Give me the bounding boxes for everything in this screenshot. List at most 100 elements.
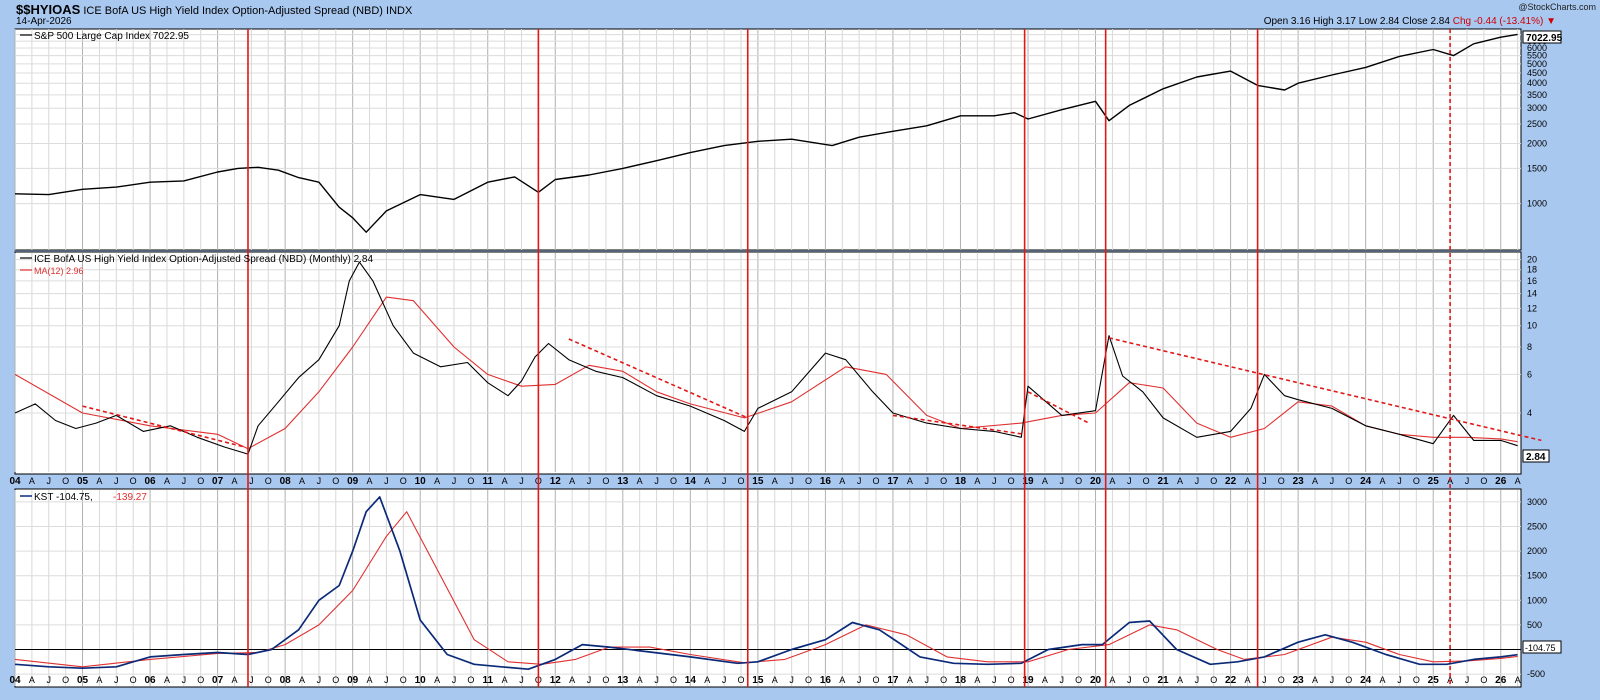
- y-tick-label: 20: [1527, 255, 1537, 265]
- x-tick-label: 22: [1225, 675, 1237, 686]
- x-tick-label: J: [1465, 675, 1470, 685]
- x-tick-label: J: [1127, 476, 1132, 486]
- x-tick-label: A: [907, 476, 913, 486]
- x-tick-label: J: [452, 476, 457, 486]
- x-tick-label: O: [1143, 675, 1150, 685]
- x-tick-label: A: [231, 476, 237, 486]
- ma-label: MA(12) 2.96: [34, 266, 84, 276]
- spx-last-box: [1522, 30, 1562, 44]
- x-tick-label: J: [1465, 476, 1470, 486]
- x-tick-label: A: [637, 476, 643, 486]
- x-tick-label: 11: [482, 675, 493, 686]
- y-tick-label: 2000: [1527, 138, 1547, 148]
- kst-last-value: -104.75: [1525, 643, 1556, 653]
- x-tick-label: 08: [280, 675, 292, 686]
- x-tick-label: J: [587, 476, 592, 486]
- ohlc-values: Open 3.16 High 3.17 Low 2.84 Close 2.84: [1263, 16, 1450, 27]
- axes: 0404AAJJOO0505AAJJOO0606AAJJOO0707AAJJOO…: [9, 30, 1547, 686]
- x-tick-label: J: [1127, 675, 1132, 685]
- y-tick-label: 1000: [1527, 595, 1547, 605]
- x-tick-label: A: [1042, 476, 1048, 486]
- x-tick-label: 13: [617, 476, 629, 487]
- x-tick-label: O: [1480, 675, 1487, 685]
- x-tick-label: A: [164, 675, 170, 685]
- x-tick-label: J: [789, 476, 794, 486]
- x-tick-label: J: [317, 675, 322, 685]
- x-tick-label: J: [249, 675, 254, 685]
- x-tick-label: 14: [685, 675, 697, 686]
- x-tick-label: 26: [1495, 675, 1507, 686]
- x-tick-label: 12: [550, 675, 562, 686]
- x-tick-label: A: [569, 675, 575, 685]
- x-tick-label: O: [737, 675, 744, 685]
- x-tick-label: 20: [1090, 476, 1102, 487]
- x-tick-label: 21: [1158, 476, 1170, 487]
- x-tick-label: O: [940, 675, 947, 685]
- x-tick-label: J: [1060, 476, 1065, 486]
- x-tick-label: A: [839, 476, 845, 486]
- x-tick-label: O: [130, 476, 137, 486]
- kst-last-box: [1522, 640, 1562, 654]
- x-tick-label: J: [654, 675, 659, 685]
- x-tick-label: J: [992, 476, 997, 486]
- x-tick-label: 17: [887, 476, 899, 487]
- x-tick-label: J: [789, 675, 794, 685]
- x-tick-label: O: [1008, 476, 1015, 486]
- x-tick-label: 10: [415, 476, 427, 487]
- x-tick-label: J: [1330, 675, 1335, 685]
- trendline: [1027, 391, 1090, 424]
- x-tick-label: J: [924, 675, 929, 685]
- x-tick-label: A: [974, 675, 980, 685]
- x-tick-label: J: [47, 476, 52, 486]
- x-tick-label: J: [587, 675, 592, 685]
- hy-panel: [14, 251, 1522, 475]
- y-tick-label: -500: [1527, 669, 1545, 679]
- y-tick-label: 4500: [1527, 68, 1547, 78]
- x-tick-label: J: [114, 476, 119, 486]
- y-tick-label: 6000: [1527, 43, 1547, 53]
- x-tick-label: O: [873, 675, 880, 685]
- x-tick-label: A: [704, 675, 710, 685]
- y-tick-label: 16: [1527, 276, 1537, 286]
- x-tick-label: O: [737, 476, 744, 486]
- x-tick-label: A: [231, 675, 237, 685]
- x-tick-label: O: [602, 675, 609, 685]
- x-tick-label: 11: [482, 476, 493, 487]
- x-tick-label: O: [1075, 476, 1082, 486]
- x-tick-label: 20: [1090, 675, 1102, 686]
- x-tick-label: 05: [77, 675, 89, 686]
- x-tick-label: O: [1345, 675, 1352, 685]
- x-tick-label: A: [29, 476, 35, 486]
- exchange: INDX: [386, 5, 413, 17]
- y-tick-label: 1000: [1527, 199, 1547, 209]
- x-tick-label: A: [772, 476, 778, 486]
- x-tick-label: J: [722, 476, 727, 486]
- x-tick-label: 15: [752, 675, 764, 686]
- x-tick-label: 15: [752, 476, 764, 487]
- x-tick-label: A: [29, 675, 35, 685]
- x-tick-label: A: [164, 476, 170, 486]
- x-tick-label: J: [47, 675, 52, 685]
- x-tick-label: O: [197, 675, 204, 685]
- x-tick-label: 06: [145, 476, 157, 487]
- spx-label: S&P 500 Large Cap Index 7022.95: [34, 31, 189, 42]
- x-tick-label: 24: [1360, 476, 1372, 487]
- x-tick-label: J: [519, 675, 524, 685]
- x-tick-label: 26: [1495, 476, 1507, 487]
- change-value: Chg -0.44 (-13.41%) ▼: [1452, 16, 1556, 27]
- kst-signal-line: [14, 511, 1518, 668]
- x-tick-label: A: [1109, 476, 1115, 486]
- hy-label: ICE BofA US High Yield Index Option-Adju…: [34, 254, 373, 265]
- x-tick-label: A: [299, 476, 305, 486]
- y-tick-label: 14: [1527, 289, 1537, 299]
- y-tick-label: 5500: [1527, 51, 1547, 61]
- x-tick-label: J: [857, 675, 862, 685]
- x-tick-label: 12: [550, 476, 562, 487]
- x-tick-label: O: [1075, 675, 1082, 685]
- x-tick-label: O: [1480, 476, 1487, 486]
- x-tick-label: J: [114, 675, 119, 685]
- x-tick-label: A: [704, 476, 710, 486]
- x-tick-label: 21: [1158, 675, 1170, 686]
- x-tick-label: A: [1244, 675, 1250, 685]
